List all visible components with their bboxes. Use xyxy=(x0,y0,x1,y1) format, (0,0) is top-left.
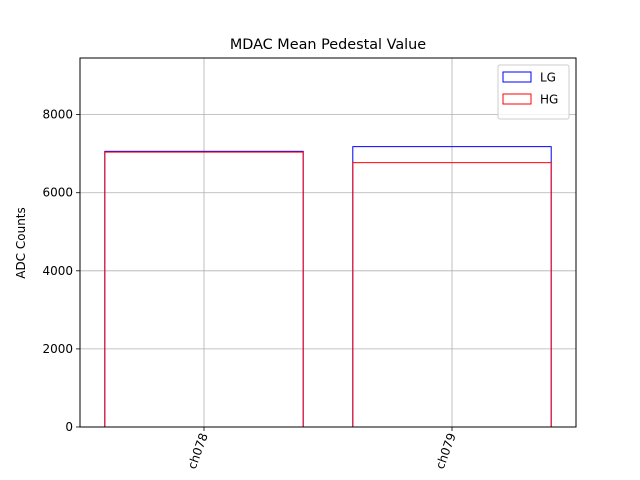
plot-frame xyxy=(79,57,577,428)
legend-label-lg: LG xyxy=(540,71,556,85)
chart-title: MDAC Mean Pedestal Value xyxy=(230,37,426,53)
x-axis: ch078 ch079 xyxy=(185,427,459,471)
y-axis-label: ADC Counts xyxy=(14,207,28,279)
y-tick-label: 0 xyxy=(65,420,73,434)
legend-swatch-hg xyxy=(502,93,532,105)
gridlines xyxy=(80,58,576,428)
legend-swatch-lg xyxy=(502,71,532,83)
x-tick-label: ch079 xyxy=(433,431,459,471)
y-tick-label: 6000 xyxy=(42,186,73,200)
bars xyxy=(104,146,552,428)
legend: LG HG xyxy=(497,64,570,120)
y-tick-label: 2000 xyxy=(42,342,73,356)
y-tick-label: 4000 xyxy=(42,264,73,278)
legend-label-hg: HG xyxy=(540,93,558,107)
legend-frame xyxy=(497,64,570,120)
x-tick-label: ch078 xyxy=(185,431,211,471)
y-tick-label: 8000 xyxy=(42,108,73,122)
y-axis: 0 2000 4000 6000 8000 xyxy=(42,108,80,434)
